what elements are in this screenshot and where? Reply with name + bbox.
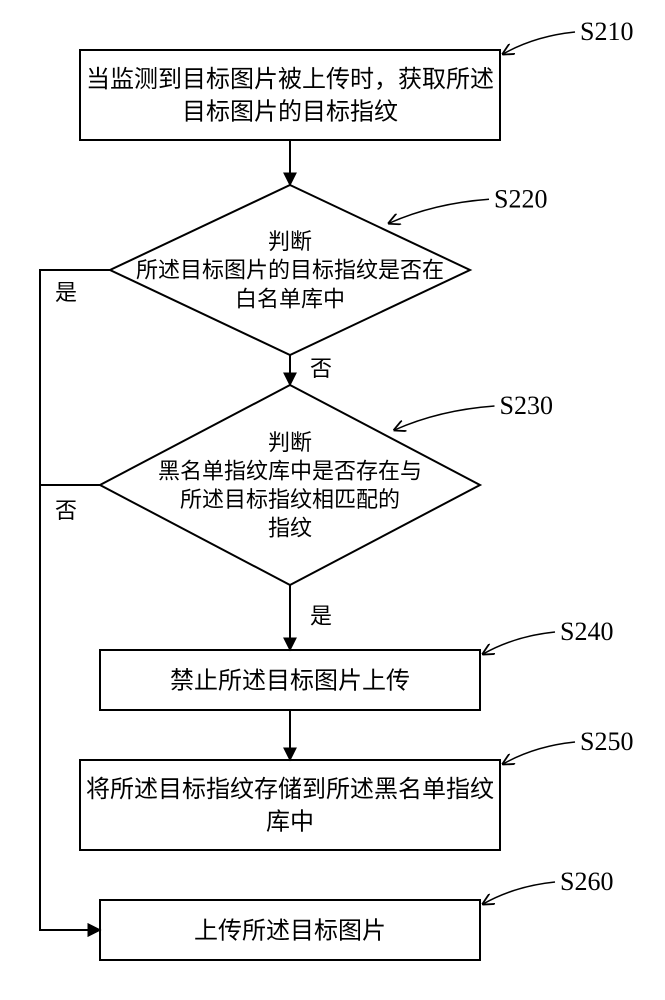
node-s220-line0: 判断 xyxy=(268,229,312,254)
node-s230-line1: 黑名单指纹库中是否存在与 xyxy=(158,458,422,483)
node-s210-line1: 目标图片的目标指纹 xyxy=(182,99,398,126)
label-s210: S210 xyxy=(580,17,633,46)
node-s210-line0: 当监测到目标图片被上传时，获取所述 xyxy=(86,66,494,93)
node-s250-line1: 库中 xyxy=(266,809,314,836)
edge-e3-label: 是 xyxy=(310,604,332,629)
callout-s220 xyxy=(389,199,489,223)
node-s250-line0: 将所述目标指纹存储到所述黑名单指纹 xyxy=(86,776,494,803)
node-s260-line0: 上传所述目标图片 xyxy=(194,917,386,944)
callout-s240 xyxy=(483,632,555,654)
callout-s250 xyxy=(503,742,575,764)
node-s230-line3: 指纹 xyxy=(268,516,312,541)
callout-s230 xyxy=(395,406,495,430)
node-s210 xyxy=(80,50,500,140)
node-s220-line2: 白名单库中 xyxy=(235,286,345,311)
node-s240-line0: 禁止所述目标图片上传 xyxy=(170,667,410,694)
label-s230: S230 xyxy=(500,391,553,420)
callout-s210 xyxy=(503,32,575,54)
callout-s260 xyxy=(483,882,555,904)
label-s240: S240 xyxy=(560,617,613,646)
label-s220: S220 xyxy=(494,184,547,213)
edge-e5 xyxy=(40,270,110,930)
label-s260: S260 xyxy=(560,867,613,896)
node-s230-line2: 所述目标指纹相匹配的 xyxy=(180,487,400,512)
edge-e6 xyxy=(40,485,100,930)
edge-e6-label: 否 xyxy=(55,498,77,523)
node-s230-line0: 判断 xyxy=(268,430,312,455)
edge-e5-label: 是 xyxy=(55,280,77,305)
node-s230 xyxy=(100,385,480,585)
node-s220-line1: 所述目标图片的目标指纹是否在 xyxy=(136,258,444,283)
label-s250: S250 xyxy=(580,727,633,756)
node-s250 xyxy=(80,760,500,850)
edge-e2-label: 否 xyxy=(310,356,332,381)
